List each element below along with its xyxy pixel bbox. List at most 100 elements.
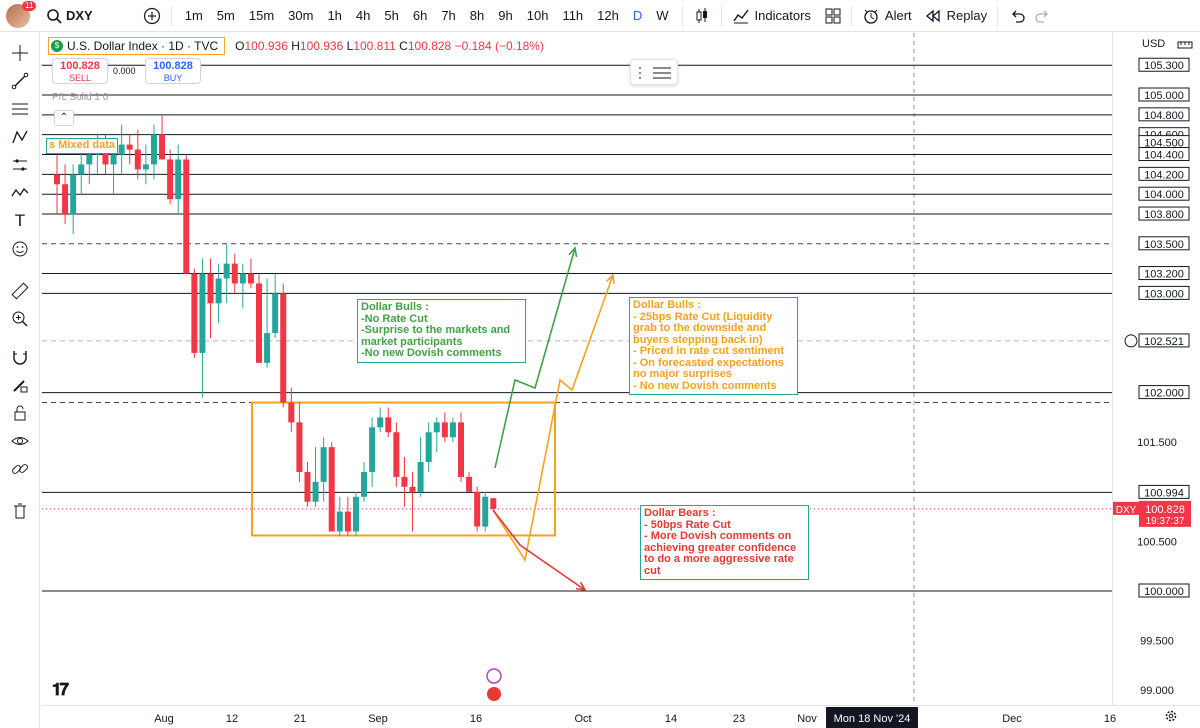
candle-body — [458, 422, 464, 477]
price-level-label: 103.800 — [1144, 209, 1184, 221]
price-level-badge — [1138, 147, 1190, 162]
timeframe-8h[interactable]: 8h — [469, 8, 485, 23]
candle-body — [207, 273, 214, 304]
crosshair-tool[interactable] — [8, 41, 32, 65]
low-value: 100.811 — [353, 39, 396, 53]
open-value: 100.936 — [244, 39, 288, 53]
timeframe-W[interactable]: W — [656, 8, 669, 23]
trend-line-tool[interactable] — [8, 69, 32, 93]
candle-body — [54, 174, 60, 185]
time-settings-button[interactable] — [1164, 709, 1178, 728]
pattern-tool[interactable] — [8, 125, 32, 149]
tradingview-logo[interactable]: 𝟏𝟕 — [52, 680, 69, 699]
event-flag-icon — [487, 687, 501, 701]
timeframe-1h[interactable]: 1h — [327, 8, 342, 23]
undo-button[interactable] — [1004, 0, 1030, 32]
timeframe-6h[interactable]: 6h — [412, 8, 428, 23]
replay-button[interactable]: Replay — [920, 0, 991, 32]
replay-label: Replay — [946, 8, 988, 23]
candle-body — [393, 432, 400, 477]
compare-symbol-button[interactable] — [139, 0, 165, 32]
price-level-label: 103.200 — [1144, 269, 1184, 281]
brush-tool[interactable] — [8, 181, 32, 205]
visibility-tool[interactable] — [8, 429, 32, 453]
time-axis[interactable]: Aug 12 21 Sep 16 Oct 14 23 Nov Dec 16 Mon 18 Nov '2… — [42, 706, 1200, 728]
timeframe-4h[interactable]: 4h — [355, 8, 371, 23]
buy-button[interactable]: 100.828 BUY — [145, 58, 201, 84]
indicators-button[interactable]: Indicators — [728, 0, 815, 32]
candle-body — [425, 432, 432, 463]
price-level-label: 104.500 — [1144, 138, 1184, 150]
price-level-label: 104.200 — [1144, 169, 1184, 181]
price-chart[interactable] — [42, 33, 1112, 705]
chart-type-button[interactable] — [689, 0, 715, 32]
candle-body — [70, 174, 77, 215]
layouts-button[interactable] — [821, 0, 845, 32]
timeframe-5h[interactable]: 5h — [384, 8, 399, 23]
candle-body — [336, 511, 343, 532]
candle-body — [490, 498, 497, 509]
scale-settings-button[interactable] — [1176, 36, 1194, 59]
dollar-bears-note[interactable]: Dollar Bears :- 50bps Rate Cut - More Dov… — [640, 505, 809, 580]
dollar-bulls-green-note[interactable]: Dollar Bulls : -No Rate Cut -Surprise to t… — [357, 299, 526, 363]
symbol-search-button[interactable]: DXY — [42, 0, 97, 32]
price-axis[interactable]: 99.000 99.500 100.500 101.500 105.300 105.000… — [1113, 33, 1200, 705]
eye-icon — [11, 437, 29, 445]
magnet-tool[interactable] — [8, 345, 32, 369]
currency-selector[interactable]: USD — [1142, 38, 1165, 50]
dollar-bulls-orange-note[interactable]: Dollar Bulls :- 25bps Rate Cut (Liquidit… — [629, 297, 798, 395]
trend-line-icon — [11, 72, 29, 90]
time-scale[interactable]: Aug 12 21 Sep 16 Oct 14 23 Nov Dec 16 Mon 18 Nov '2… — [42, 705, 1200, 728]
sell-button[interactable]: 100.828 SELL — [52, 58, 108, 84]
timeframe-11h[interactable]: 11h — [562, 8, 584, 23]
alert-button[interactable]: Alert — [858, 0, 916, 32]
price-level-badge — [1138, 57, 1190, 72]
timeframe-12h[interactable]: 12h — [597, 8, 619, 23]
time-tick-label: Aug — [154, 713, 174, 725]
mixed-data-label[interactable]: s Mixed data — [46, 138, 119, 154]
close-label: C — [399, 39, 408, 53]
price-scale[interactable]: 99.000 99.500 100.500 101.500 105.300 105.000… — [1112, 33, 1200, 705]
price-level-badge — [1138, 236, 1190, 251]
symbol-badge — [1113, 501, 1139, 515]
symbol-legend[interactable]: $ U.S. Dollar Index · 1D · TVC — [48, 37, 226, 55]
chart-pane[interactable] — [42, 33, 1112, 705]
timeframe-9h[interactable]: 9h — [498, 8, 513, 23]
currency-label: USD — [1142, 38, 1166, 50]
forecast-tool[interactable] — [8, 153, 32, 177]
collapse-legend-button[interactable]: ⌃ — [54, 110, 74, 126]
redo-button[interactable] — [1030, 0, 1056, 32]
timeframe-30m[interactable]: 30m — [288, 8, 314, 23]
account-menu[interactable]: 11 — [0, 0, 42, 32]
ruler-tool[interactable] — [8, 279, 32, 303]
price-level-label: 104.800 — [1144, 110, 1184, 122]
candle-body — [102, 149, 109, 165]
candle-body — [62, 184, 69, 215]
candle-body — [78, 164, 85, 175]
time-tick-label: Nov — [797, 713, 817, 725]
link-tool[interactable] — [8, 457, 32, 481]
timeframe-15m[interactable]: 15m — [248, 8, 275, 23]
lock-tool[interactable] — [8, 401, 32, 425]
notification-badge: 11 — [22, 0, 37, 11]
price-level-badge — [1138, 583, 1190, 598]
timeframe-10h[interactable]: 10h — [526, 8, 549, 23]
high-value: 100.936 — [299, 39, 344, 53]
object-tree-button[interactable] — [630, 59, 678, 85]
text-tool[interactable]: T — [8, 209, 32, 233]
zoom-tool[interactable] — [8, 307, 32, 331]
timeframe-1m[interactable]: 1m — [184, 8, 203, 23]
time-tick-label: 16 — [1104, 713, 1116, 725]
candle-body — [441, 422, 448, 438]
bulls_orange-line: no major surprises — [633, 368, 733, 380]
timeframe-D[interactable]: D — [632, 8, 643, 23]
timeframe-7h[interactable]: 7h — [441, 8, 456, 23]
time-tick-label: Sep — [368, 713, 388, 725]
emoji-tool[interactable] — [8, 237, 32, 261]
fib-tool[interactable] — [8, 97, 32, 121]
timeframe-5m[interactable]: 5m — [216, 8, 235, 23]
stay-drawing-tool[interactable] — [8, 373, 32, 397]
candle-body — [433, 422, 440, 433]
remove-drawings-tool[interactable] — [8, 499, 32, 523]
candles-icon — [696, 7, 707, 23]
